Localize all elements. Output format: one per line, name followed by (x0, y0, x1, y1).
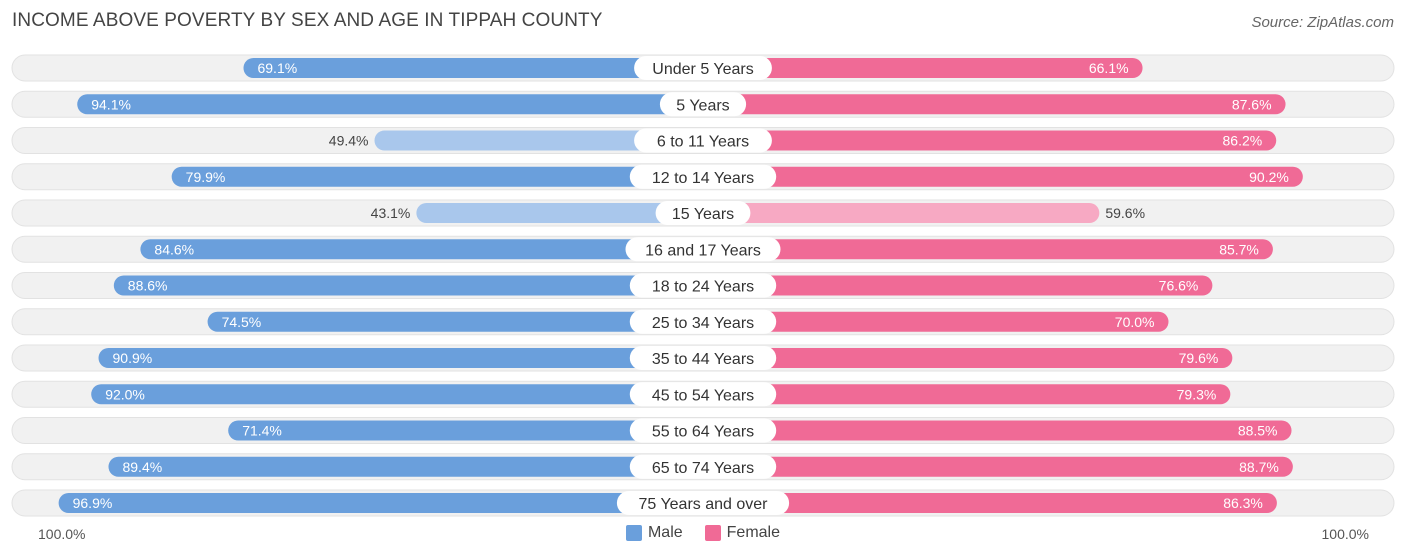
bar-female (703, 493, 1277, 513)
value-label-female: 76.6% (1159, 278, 1199, 294)
bar-female (703, 166, 1303, 187)
source-credit: Source: ZipAtlas.com (1251, 14, 1394, 31)
category-pill (634, 56, 772, 80)
value-label-female: 88.7% (1239, 459, 1279, 475)
value-label-male: 96.9% (73, 495, 113, 511)
value-label-male: 69.1% (257, 60, 297, 76)
category-label: 16 and 17 Years (645, 242, 761, 259)
value-label-male: 88.6% (128, 278, 168, 294)
bar-male (98, 348, 703, 368)
bar-female (703, 311, 1169, 332)
value-label-female: 86.2% (1223, 133, 1263, 149)
bar-male (243, 58, 704, 78)
bar-male (91, 384, 703, 405)
bar-female (703, 348, 1233, 368)
bar-male (140, 239, 703, 260)
chart-title: INCOME ABOVE POVERTY BY SEX AND AGE IN T… (12, 10, 603, 31)
value-label-female: 88.5% (1238, 423, 1278, 439)
legend-item-male: Male (625, 524, 683, 542)
bar-male (58, 493, 704, 513)
category-pill (629, 382, 777, 407)
value-label-female: 87.6% (1232, 96, 1272, 112)
legend-item-female: Female (704, 524, 781, 542)
value-label-male: 84.6% (154, 241, 194, 257)
bar-female (703, 420, 1292, 441)
category-pill (629, 164, 777, 189)
value-label-female: 79.6% (1179, 350, 1219, 366)
bar-male (113, 275, 703, 296)
bar-male (108, 456, 704, 477)
bar-female (703, 94, 1286, 115)
category-pill (629, 309, 777, 334)
category-pill (616, 491, 790, 515)
bar-male (228, 420, 703, 441)
value-label-male: 43.1% (371, 205, 411, 221)
bar-female (703, 275, 1213, 296)
value-label-male: 90.9% (113, 350, 153, 366)
category-label: Under 5 Years (652, 61, 753, 78)
category-label: 6 to 11 Years (657, 134, 749, 151)
bar-male (207, 311, 703, 332)
legend: Male Female (0, 524, 1406, 542)
category-pill (629, 346, 777, 370)
legend-label-male: Male (647, 524, 683, 541)
category-label: 15 Years (672, 206, 734, 223)
category-label: 18 to 24 Years (652, 279, 754, 296)
value-label-female: 70.0% (1115, 314, 1155, 330)
category-label: 25 to 34 Years (652, 315, 754, 332)
value-label-female: 66.1% (1089, 60, 1129, 76)
bar-female (703, 239, 1273, 260)
category-pill (629, 418, 777, 443)
category-pill (629, 454, 777, 479)
bar-male (374, 130, 703, 151)
legend-swatch-female (704, 525, 721, 541)
category-pill (629, 273, 777, 298)
value-label-male: 74.5% (222, 314, 262, 330)
bar-male (171, 166, 704, 187)
bar-female (703, 384, 1231, 405)
category-label: 55 to 64 Years (652, 424, 754, 441)
bar-male (77, 94, 704, 115)
value-label-female: 90.2% (1249, 169, 1289, 185)
value-label-female: 59.6% (1105, 205, 1145, 221)
value-label-male: 49.4% (329, 133, 369, 149)
value-label-female: 86.3% (1223, 495, 1263, 511)
value-label-male: 92.0% (105, 386, 145, 402)
value-label-male: 89.4% (122, 459, 162, 475)
bar-male (416, 203, 703, 223)
axis-label-right: 100.0% (1321, 526, 1369, 542)
axis-label-left: 100.0% (38, 526, 86, 542)
bar-female (703, 203, 1100, 223)
bar-female (703, 456, 1293, 477)
legend-label-female: Female (726, 524, 781, 541)
category-pill (634, 128, 772, 153)
value-label-female: 79.3% (1177, 386, 1217, 402)
value-label-male: 71.4% (242, 423, 282, 439)
category-label: 45 to 54 Years (652, 387, 754, 404)
category-label: 75 Years and over (639, 496, 769, 513)
category-pill (655, 201, 751, 225)
category-label: 35 to 44 Years (652, 351, 754, 368)
category-pill (659, 92, 747, 117)
category-label: 12 to 14 Years (652, 170, 754, 187)
legend-swatch-male (625, 525, 642, 541)
bar-female (703, 58, 1143, 78)
category-pill (625, 237, 781, 262)
value-label-female: 85.7% (1219, 241, 1259, 257)
diverging-bar-chart: 69.1% 66.1% Under 5 Years 94.1% 87.6% 5 Years… (11, 54, 1395, 517)
category-label: 5 Years (676, 97, 729, 114)
bar-female (703, 130, 1277, 151)
category-label: 65 to 74 Years (652, 460, 754, 477)
value-label-male: 79.9% (186, 169, 226, 185)
value-label-male: 94.1% (91, 96, 131, 112)
